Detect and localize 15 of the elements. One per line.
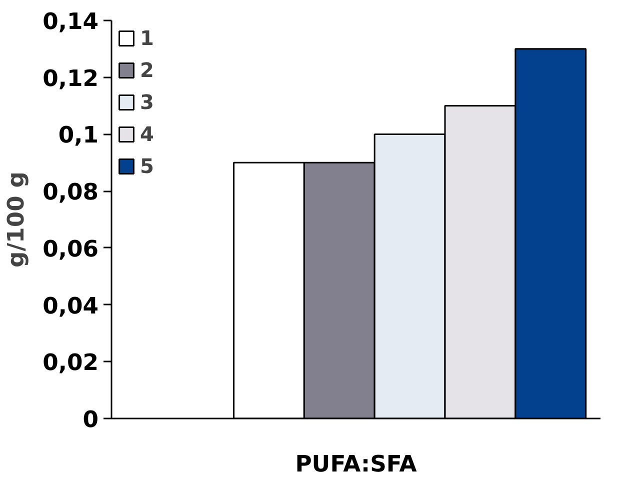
y-tick-label: 0,08	[42, 180, 99, 206]
y-tick-label: 0,1	[58, 122, 99, 149]
y-tick-label: 0,02	[42, 350, 99, 376]
legend-label: 4	[140, 122, 155, 146]
legend-label: 2	[140, 58, 155, 82]
x-tick-label: PUFA:SFA	[295, 452, 418, 478]
legend-label: 1	[140, 26, 155, 50]
y-tick-label: 0,12	[42, 66, 99, 92]
y-tick-label: 0,14	[42, 9, 99, 35]
legend-label: 3	[140, 90, 155, 114]
y-axis-title: g/100 g	[4, 172, 30, 268]
y-tick-label: 0	[82, 407, 98, 433]
legend-label: 5	[140, 154, 155, 178]
y-tick-label: 0,06	[42, 236, 99, 262]
y-tick-label: 0,04	[42, 293, 99, 320]
